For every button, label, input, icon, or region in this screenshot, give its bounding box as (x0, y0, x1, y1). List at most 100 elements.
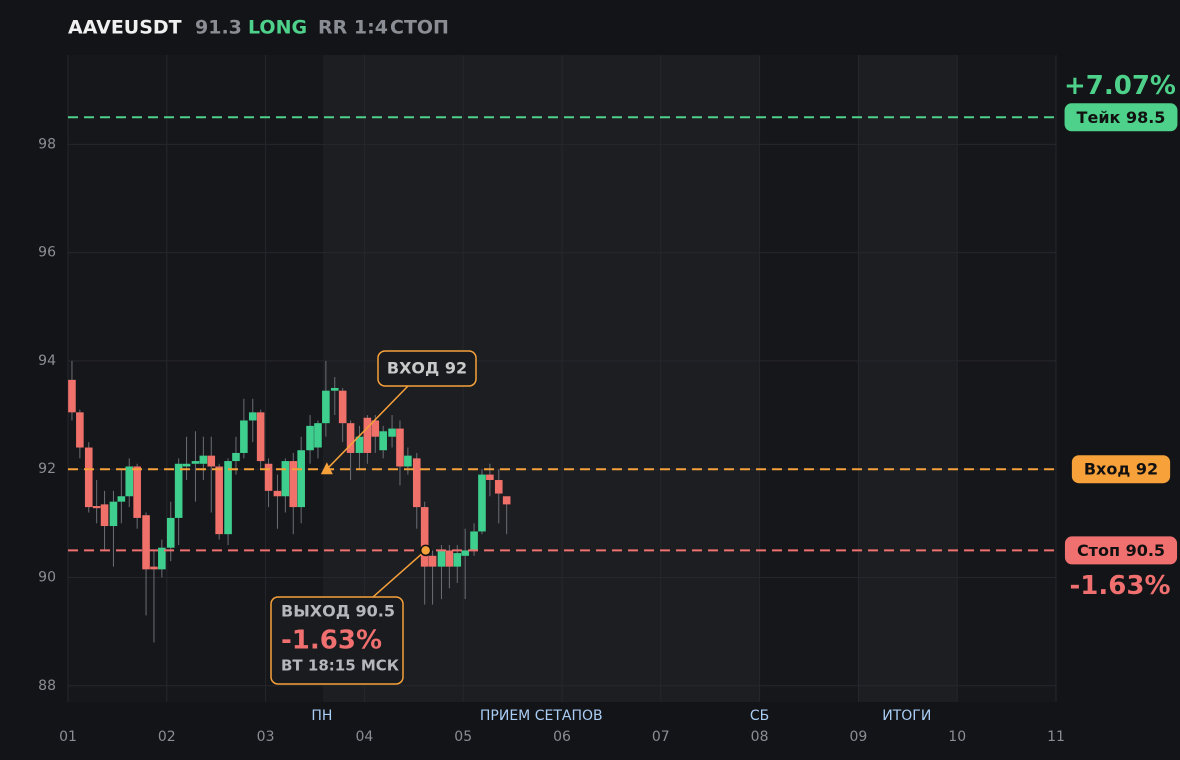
candle-body (322, 390, 330, 424)
y-tick-label: 96 (38, 245, 56, 261)
x-tick-label: 07 (652, 729, 670, 745)
candle-body (273, 490, 282, 497)
candle-body (297, 450, 305, 508)
candle-body (371, 420, 380, 437)
level-pill (1064, 103, 1178, 132)
x-tick-label: 10 (948, 729, 966, 745)
side: LONG (248, 17, 307, 39)
level-pill (1064, 536, 1178, 565)
candle-body (232, 452, 240, 462)
annotation-connector (326, 385, 409, 470)
x-tick-label: 02 (158, 729, 176, 745)
candle-body (338, 390, 347, 424)
candle-body (494, 480, 503, 494)
candle-body (437, 550, 446, 567)
symbol: AAVEUSDT (68, 17, 182, 39)
candle-body (404, 455, 412, 467)
candle-body (166, 517, 175, 548)
candle-body (445, 550, 454, 567)
y-tick-label: 92 (38, 461, 56, 477)
annotation-text: ВЫХОД 90.5 (281, 602, 395, 621)
candle-body (330, 387, 339, 391)
candle-body (478, 474, 486, 532)
candle-body (68, 379, 76, 413)
candle-body (461, 550, 469, 556)
x-tick-label: 06 (553, 729, 571, 745)
candle-body (248, 412, 257, 421)
candle-body (281, 461, 290, 497)
annotation-text: -1.63% (281, 626, 382, 656)
x-tick-label: 04 (355, 729, 373, 745)
annotation-box (270, 596, 404, 685)
annotation-connector (372, 549, 427, 598)
candle-body (158, 547, 166, 570)
level-note: -1.63% (1070, 571, 1171, 601)
candle-body (240, 420, 248, 453)
entry-marker (320, 462, 333, 475)
y-tick-label: 90 (38, 569, 56, 585)
annotation-box (377, 350, 477, 387)
x-tick-label: 08 (751, 729, 769, 745)
level-note: +7.07% (1064, 71, 1176, 101)
candle-body (420, 507, 429, 567)
candle-body (199, 455, 208, 464)
session-label: ПРИЕМ СЕТАПОВ (480, 708, 603, 724)
candle-body (314, 423, 322, 448)
x-tick-label: 01 (59, 729, 77, 745)
candle-body (502, 496, 511, 505)
candle-body (92, 506, 101, 509)
y-tick-label: 94 (38, 353, 56, 369)
candle-body (76, 412, 84, 448)
level-label: Тейк 98.5 (1077, 108, 1166, 127)
session-label: ПН (311, 708, 332, 724)
level-label: Стоп 90.5 (1077, 541, 1165, 560)
candle-body (346, 423, 355, 453)
x-tick-label: 03 (257, 729, 275, 745)
candle-body (486, 474, 494, 481)
level-label: Вход 92 (1084, 460, 1158, 479)
candle-body (182, 463, 191, 467)
candle-body (355, 436, 364, 453)
exit-marker (419, 544, 432, 557)
annotation-text: ВТ 18:15 МСК (281, 657, 400, 675)
session-label: ИТОГИ (882, 708, 931, 724)
candle-body (453, 553, 462, 567)
candle-body (428, 555, 437, 567)
candle-body (256, 412, 265, 462)
candle-body (207, 455, 216, 467)
candle-body (396, 428, 404, 467)
session-band (858, 55, 958, 702)
candle-body (117, 496, 126, 502)
candle-body (191, 461, 200, 464)
session-label: СБ (750, 708, 769, 724)
x-tick-label: 11 (1047, 729, 1065, 745)
level-pill (1071, 455, 1171, 484)
candle-body (388, 428, 396, 437)
candle-body (100, 504, 109, 527)
x-tick-label: 09 (849, 729, 867, 745)
status: СТОП (390, 17, 449, 39)
candle-body (133, 466, 141, 518)
candle-body (379, 431, 387, 451)
candle-body (125, 466, 134, 497)
risk-reward: RR 1:4 (318, 17, 388, 39)
candle-body (264, 463, 273, 491)
candle-body (174, 463, 183, 518)
candle-body (215, 466, 223, 535)
candle-body (306, 425, 314, 451)
candle-body (224, 461, 232, 535)
x-tick-label: 05 (454, 729, 472, 745)
candle-body (109, 501, 118, 527)
annotation-text: ВХОД 92 (387, 359, 467, 378)
price: 91.3 (195, 17, 242, 39)
candle-body (142, 515, 150, 570)
candle-body (150, 566, 158, 570)
candle-body (470, 531, 478, 551)
candle-body (289, 461, 298, 508)
y-tick-label: 98 (38, 136, 56, 152)
candle-body (412, 458, 421, 508)
candle-body (363, 417, 372, 453)
candle-body (84, 447, 93, 508)
y-tick-label: 88 (38, 678, 56, 694)
